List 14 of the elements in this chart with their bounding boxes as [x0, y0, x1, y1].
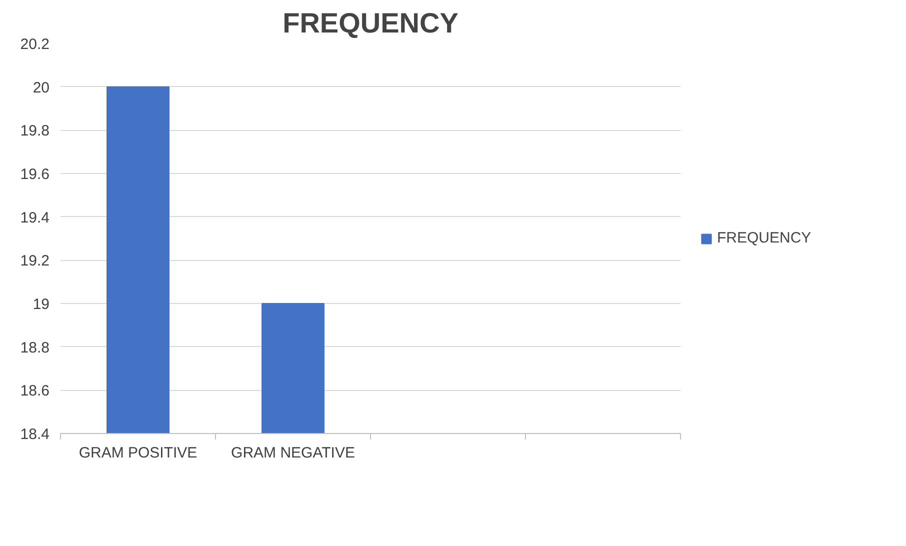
y-tick-label: 18.6 — [20, 382, 50, 400]
y-tick-label: 20 — [32, 79, 50, 96]
y-tick-label: 18.4 — [20, 426, 50, 443]
x-tick-label: GRAM NEGATIVE — [231, 444, 355, 462]
chart-title: FREQUENCY — [282, 8, 459, 38]
x-tick-label: GRAM POSITIVE — [78, 444, 198, 462]
y-tick-label: 20.2 — [20, 36, 50, 53]
y-tick-label: 18.8 — [20, 339, 50, 356]
y-tick-label: 19.8 — [20, 122, 50, 140]
y-tick-label: 19.6 — [20, 166, 50, 183]
y-tick-label: 19 — [32, 296, 50, 313]
y-tick-label: 19.2 — [20, 252, 50, 270]
legend-label: FREQUENCY — [717, 230, 812, 246]
y-tick-label: 19.4 — [20, 209, 50, 226]
